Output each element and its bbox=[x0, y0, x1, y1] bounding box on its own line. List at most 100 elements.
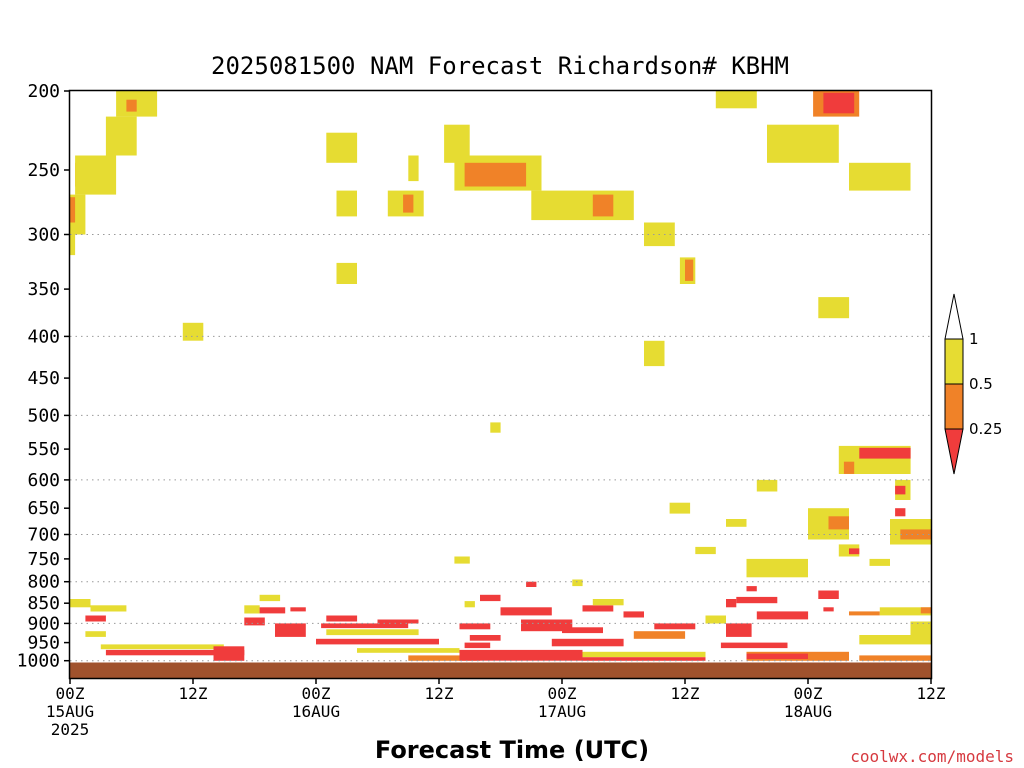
ri-cell-55 bbox=[85, 631, 106, 637]
ri-cell-61 bbox=[244, 617, 265, 626]
ri-cell-23 bbox=[685, 259, 694, 281]
ri-cell-106 bbox=[859, 655, 932, 661]
ri-cell-93 bbox=[726, 599, 737, 608]
ri-cell-63 bbox=[275, 623, 306, 637]
ri-cell-98 bbox=[746, 653, 808, 659]
cells-layer bbox=[70, 91, 932, 661]
ri-cell-26 bbox=[767, 124, 839, 163]
ri-cell-52 bbox=[70, 599, 91, 608]
y-tick-label-300: 300 bbox=[27, 225, 60, 246]
colorbar-label-0: 1 bbox=[969, 330, 979, 348]
ri-cell-79 bbox=[521, 619, 573, 632]
ri-cell-59 bbox=[244, 605, 260, 614]
ri-cell-60 bbox=[259, 594, 281, 602]
ri-cell-72 bbox=[459, 623, 491, 630]
x-tick-label-1-0: 12Z bbox=[179, 684, 208, 703]
ri-cell-80 bbox=[526, 581, 537, 587]
y-tick-label-500: 500 bbox=[27, 405, 60, 426]
chart-title: 2025081500 NAM Forecast Richardson# KBHM bbox=[211, 52, 789, 80]
plot-frame bbox=[68, 89, 933, 680]
ri-cell-54 bbox=[85, 615, 106, 622]
y-tick-label-950: 950 bbox=[27, 633, 60, 654]
ri-cell-31 bbox=[490, 422, 501, 433]
ground-layer bbox=[70, 662, 931, 678]
ri-cell-7 bbox=[70, 197, 76, 223]
ri-cell-78 bbox=[500, 607, 552, 616]
ri-cell-77 bbox=[459, 649, 583, 661]
ri-cell-84 bbox=[592, 599, 624, 606]
ri-cell-68 bbox=[326, 629, 419, 636]
ri-cell-104 bbox=[920, 607, 932, 614]
ri-cell-101 bbox=[849, 611, 880, 616]
ri-cell-81 bbox=[551, 638, 624, 647]
ri-cell-74 bbox=[464, 642, 491, 649]
x-tick-label-0-1: 15AUG bbox=[46, 702, 94, 721]
ri-cell-42 bbox=[859, 447, 911, 459]
ri-cell-29 bbox=[849, 162, 911, 191]
credit-text: coolwx.com/models bbox=[850, 747, 1014, 766]
ri-cell-9 bbox=[182, 322, 204, 341]
colorbar: 1 0.5 0.25 bbox=[944, 293, 1002, 475]
ri-cell-5 bbox=[75, 155, 117, 195]
ri-cell-12 bbox=[336, 262, 357, 284]
ri-cell-20 bbox=[592, 194, 614, 217]
ri-cell-92 bbox=[720, 642, 788, 649]
colorbar-bottom-triangle bbox=[944, 428, 964, 475]
ri-cell-25 bbox=[715, 91, 757, 109]
ri-cell-89 bbox=[582, 657, 706, 661]
ri-cell-85 bbox=[623, 611, 644, 618]
ri-cell-82 bbox=[562, 627, 603, 634]
ri-cell-94 bbox=[736, 596, 778, 604]
ri-cell-28 bbox=[823, 92, 855, 114]
ri-cell-24 bbox=[644, 340, 665, 367]
ri-cell-105 bbox=[859, 635, 932, 645]
y-axis: 200 250 300 350 400 450 500 550 600 650 700 7508008… bbox=[17, 81, 70, 672]
ri-cell-1 bbox=[126, 99, 137, 112]
ri-cell-65 bbox=[321, 623, 409, 629]
ri-cell-103 bbox=[910, 621, 931, 639]
ri-cell-34 bbox=[669, 502, 691, 514]
ri-cell-49 bbox=[849, 548, 860, 555]
y-tick-label-450: 450 bbox=[27, 368, 60, 389]
ri-cell-50 bbox=[869, 558, 890, 566]
y-tick-label-400: 400 bbox=[27, 326, 60, 347]
ri-cell-32 bbox=[454, 556, 470, 564]
ri-cell-11 bbox=[336, 190, 357, 217]
x-tick-label-5-0: 12Z bbox=[671, 684, 700, 703]
ri-cell-19 bbox=[531, 190, 634, 221]
ri-cell-53 bbox=[90, 605, 127, 612]
ri-cell-43 bbox=[843, 461, 855, 474]
y-tick-label-700: 700 bbox=[27, 525, 60, 546]
ri-cell-56 bbox=[100, 644, 224, 650]
y-tick-label-350: 350 bbox=[27, 279, 60, 300]
ri-cell-64 bbox=[290, 607, 306, 612]
ri-cell-96 bbox=[756, 611, 809, 620]
ri-cell-67 bbox=[377, 619, 419, 624]
y-tick-label-250: 250 bbox=[27, 160, 60, 181]
x-tick-label-6-0: 00Z bbox=[794, 684, 823, 703]
colorbar-top-triangle bbox=[944, 293, 964, 340]
colorbar-bin-1 bbox=[944, 383, 964, 430]
ri-cell-62 bbox=[259, 607, 286, 614]
ri-cell-73 bbox=[469, 635, 501, 641]
ri-cell-86 bbox=[633, 631, 686, 639]
ri-cell-76 bbox=[480, 594, 501, 602]
ground-fill bbox=[70, 662, 931, 678]
x-tick-label-0-0: 00Z bbox=[56, 684, 85, 703]
y-tick-label-650: 650 bbox=[27, 498, 60, 519]
y-tick-label-750: 750 bbox=[27, 549, 60, 570]
x-axis-label: Forecast Time (UTC) bbox=[375, 736, 649, 764]
ri-cell-10 bbox=[326, 132, 358, 163]
ri-cell-95 bbox=[746, 586, 757, 592]
ri-cell-14 bbox=[403, 194, 414, 213]
x-tick-label-2-0: 00Z bbox=[302, 684, 331, 703]
ri-cell-18 bbox=[464, 162, 527, 187]
ri-cell-70 bbox=[357, 648, 460, 653]
ri-cell-45 bbox=[895, 485, 906, 495]
ri-cell-37 bbox=[756, 479, 778, 492]
colorbar-bin-0 bbox=[944, 338, 964, 385]
ri-cell-69 bbox=[316, 638, 439, 645]
ri-cell-57 bbox=[105, 649, 245, 656]
ri-cell-90 bbox=[705, 615, 726, 624]
